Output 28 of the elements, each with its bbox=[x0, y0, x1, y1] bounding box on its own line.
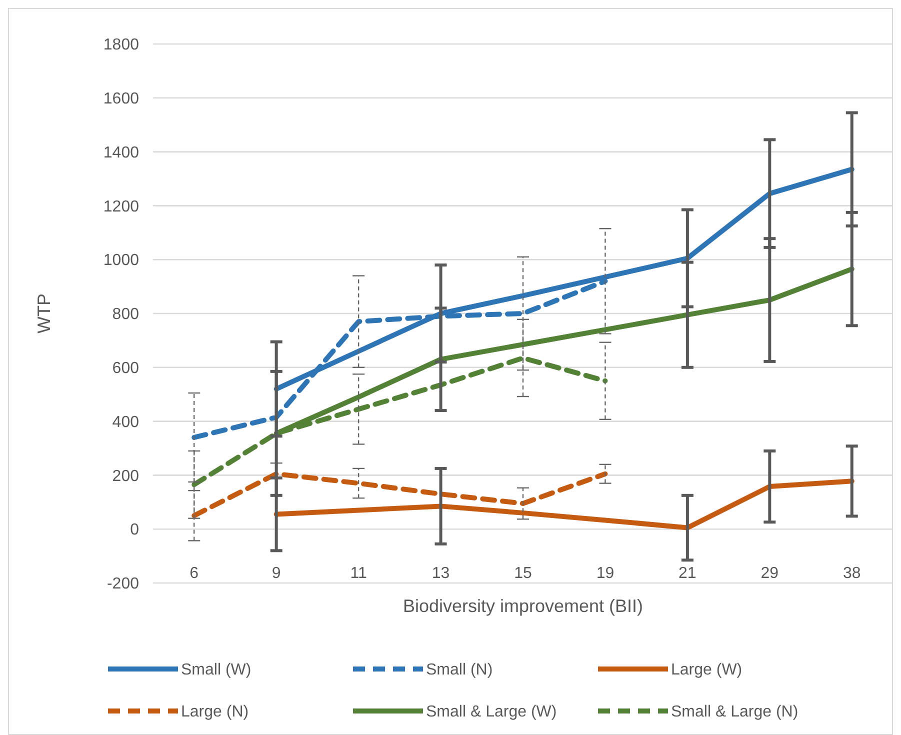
y-tick-label: 1200 bbox=[103, 198, 140, 216]
x-tick-label: 19 bbox=[596, 565, 614, 582]
legend-label: Large (W) bbox=[671, 662, 742, 679]
y-tick-label: 600 bbox=[112, 360, 140, 377]
x-tick-label: 38 bbox=[842, 565, 861, 582]
x-tick-label: 29 bbox=[760, 565, 779, 582]
legend-label: Small & Large (N) bbox=[671, 704, 798, 721]
y-tick-label: 1600 bbox=[103, 90, 140, 108]
x-tick-label: 15 bbox=[514, 565, 532, 582]
legend-label: Small (N) bbox=[426, 662, 493, 679]
y-tick-label: 1000 bbox=[103, 252, 140, 270]
x-tick-label: 21 bbox=[678, 565, 696, 582]
y-tick-label: 200 bbox=[112, 468, 140, 485]
y-tick-label: 0 bbox=[130, 522, 140, 539]
x-tick-label: 6 bbox=[190, 565, 199, 582]
y-tick-label: 400 bbox=[112, 414, 140, 431]
x-tick-label: 13 bbox=[432, 565, 450, 582]
legend-label: Small & Large (W) bbox=[426, 704, 557, 721]
y-axis-title: WTP bbox=[34, 294, 54, 334]
legend-label: Large (N) bbox=[181, 704, 249, 721]
y-tick-label: -200 bbox=[106, 576, 140, 593]
x-tick-label: 9 bbox=[272, 565, 281, 582]
y-tick-label: 800 bbox=[112, 306, 140, 324]
legend-label: Small (W) bbox=[181, 662, 252, 679]
x-tick-label: 11 bbox=[350, 565, 367, 582]
x-axis-title: Biodiversity improvement (BII) bbox=[402, 596, 644, 616]
y-tick-label: 1800 bbox=[103, 36, 140, 54]
y-tick-label: 1400 bbox=[103, 144, 140, 162]
